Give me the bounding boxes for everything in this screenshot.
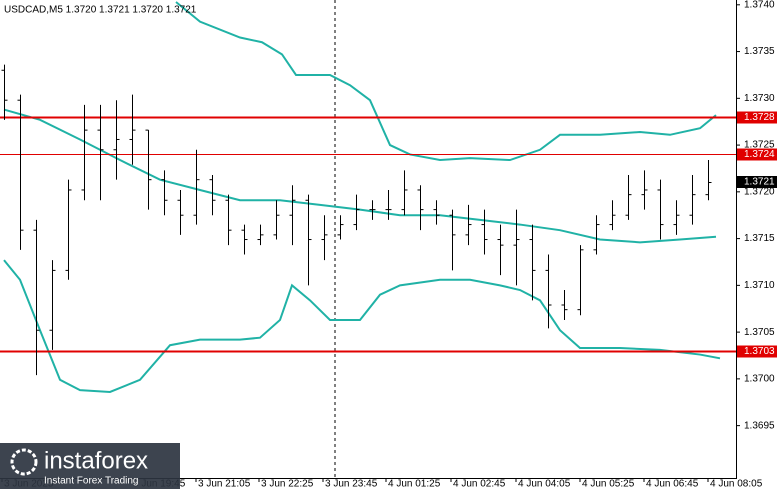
y-tick-label: 1.3725 (744, 140, 775, 151)
x-tick-label: 3 Jun 22:25 (261, 479, 314, 489)
level-label-box (737, 345, 777, 358)
y-tick-label: 1.3705 (744, 327, 775, 338)
y-tick-label: 1.3715 (744, 233, 775, 244)
x-tick-label: 3 Jun 21:05 (198, 479, 251, 489)
level-label-box (737, 148, 777, 161)
x-tick-label: 4 Jun 02:45 (453, 479, 506, 489)
y-tick-label: 1.3700 (744, 374, 775, 385)
chart-title: USDCAD,M5 1.3720 1.3721 1.3720 1.3721 (4, 5, 197, 16)
level-label: 1.3724 (744, 149, 775, 160)
y-tick-label: 1.3720 (744, 186, 775, 197)
band-line (3, 259, 721, 393)
y-tick-label: 1.3695 (744, 420, 775, 431)
x-tick-label: 4 Jun 01:25 (388, 479, 441, 489)
watermark-tagline: Instant Forex Trading (44, 476, 139, 487)
y-tick-label: 1.3710 (744, 280, 775, 291)
x-tick-label: 4 Jun 05:25 (582, 479, 635, 489)
watermark: instaforex Instant Forex Trading (0, 443, 180, 489)
level-label-box (737, 111, 777, 124)
level-label: 1.3703 (744, 346, 775, 357)
last-price-box (737, 176, 777, 188)
x-tick-label: 4 Jun 06:45 (646, 479, 699, 489)
last-price-label: 1.3721 (744, 177, 775, 188)
x-tick-label: 3 Jun 23:45 (325, 479, 378, 489)
y-tick-label: 1.3730 (744, 93, 775, 104)
plot-area (0, 0, 736, 478)
watermark-name: instaforex (44, 447, 148, 474)
y-tick-label: 1.3735 (744, 46, 775, 57)
x-tick-label: 4 Jun 08:05 (710, 479, 763, 489)
level-label: 1.3728 (744, 112, 775, 123)
watermark-icon (10, 448, 38, 476)
y-tick-label: 1.3740 (744, 0, 775, 10)
x-tick-label: 4 Jun 04:05 (518, 479, 571, 489)
band-line (3, 108, 717, 244)
